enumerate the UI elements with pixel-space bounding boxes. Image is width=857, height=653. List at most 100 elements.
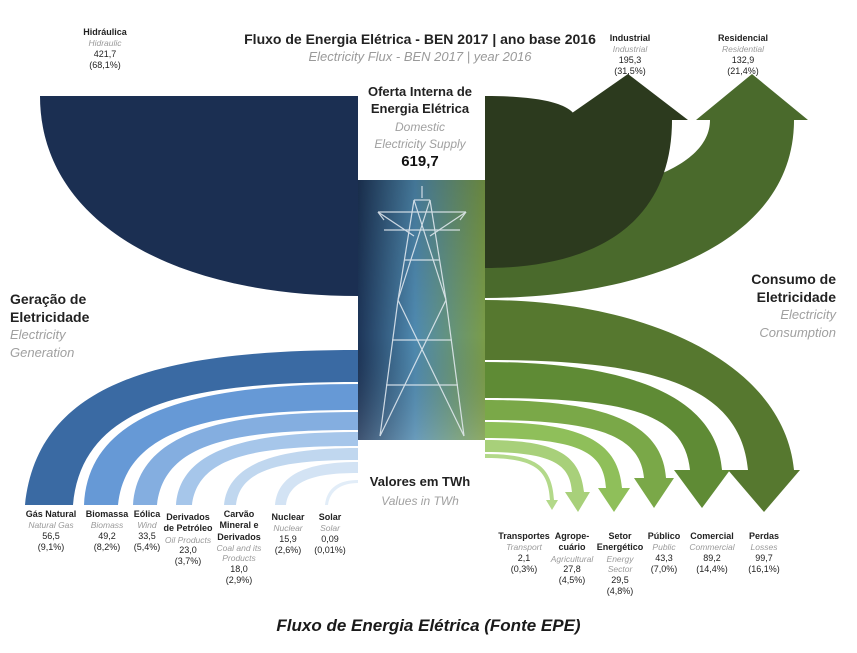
generation-subheading-line1: Electricity	[10, 327, 66, 342]
source-name-en: Solar	[320, 523, 340, 534]
chart-subtitle: Electricity Flux - BEN 2017 | year 2016	[308, 49, 532, 64]
flow-commercial	[485, 362, 730, 508]
generation-flows	[25, 96, 358, 505]
consumption-heading-line1: Consumo de	[751, 271, 836, 287]
flow-losses	[485, 300, 800, 512]
source-label-biomass: Biomassa Biomass 49,2 (8,2%)	[84, 509, 130, 553]
use-share: (4,5%)	[558, 575, 586, 586]
use-name-en: Agricultural	[550, 553, 594, 564]
center-total-value: 619,7	[401, 153, 439, 170]
source-name-en: Wind	[137, 520, 157, 531]
use-name-en: Residential	[721, 44, 765, 55]
source-label-gas: Gás Natural Natural Gas 56,5 (9,1%)	[20, 509, 82, 553]
source-name-en: Coal and its Products	[216, 542, 262, 564]
flow-public	[485, 400, 674, 508]
use-share: (0,3%)	[510, 564, 538, 575]
flow-agricultural	[485, 440, 590, 512]
source-share: (9,1%)	[37, 542, 65, 553]
use-name-en: Industrial	[612, 44, 648, 55]
use-name-en: Public	[652, 542, 676, 553]
source-value: 0,09	[321, 533, 339, 544]
source-name: Solar	[318, 512, 342, 522]
source-value: 49,2	[98, 530, 116, 541]
use-label-residential: Residencial Residential 132,9 (21,4%)	[708, 33, 778, 77]
use-name: Setor Energético	[596, 531, 644, 553]
flow-gas	[25, 350, 358, 505]
use-name-en: Energy Sector	[606, 553, 634, 575]
source-label-wind: Eólica Wind 33,5 (5,4%)	[130, 509, 164, 553]
source-share: (5,4%)	[133, 542, 161, 553]
use-name-en: Commercial	[689, 542, 735, 553]
use-value: 43,3	[655, 552, 673, 563]
units-label: Valores em TWh	[369, 474, 471, 489]
use-value: 29,5	[611, 574, 629, 585]
use-label-commercial: Comercial Commercial 89,2 (14,4%)	[684, 531, 740, 575]
source-value: 23,0	[179, 545, 197, 556]
center-title-line2: Energia Elétrica	[370, 101, 470, 116]
use-name: Industrial	[609, 33, 651, 43]
generation-subheading-line2: Generation	[10, 345, 75, 360]
use-value: 27,8	[563, 564, 581, 575]
consumption-heading-line2: Eletricidade	[756, 289, 836, 305]
source-value: 421,7	[93, 48, 117, 59]
use-name: Público	[647, 531, 681, 541]
generation-heading-line1: Geração de	[10, 291, 87, 307]
flow-biomass	[84, 384, 358, 505]
use-label-industrial: Industrial Industrial 195,3 (31,5%)	[598, 33, 662, 77]
flow-energy-sector	[485, 422, 630, 512]
source-share: (3,7%)	[174, 556, 202, 567]
use-label-agricultural: Agrope-cuário Agricultural 27,8 (4,5%)	[550, 531, 594, 587]
source-label-oil: Derivados de Petróleo Oil Products 23,0 …	[162, 512, 214, 568]
flow-industrial	[485, 74, 688, 268]
use-value: 99,7	[755, 552, 773, 563]
use-name: Agrope-cuário	[554, 531, 590, 553]
use-label-losses: Perdas Losses 99,7 (16,1%)	[740, 531, 788, 575]
source-name: Derivados de Petróleo	[163, 512, 213, 534]
source-share: (2,9%)	[225, 575, 253, 586]
source-value: 56,5	[42, 530, 60, 541]
use-share: (16,1%)	[748, 564, 780, 575]
flow-transport	[485, 454, 558, 510]
consumption-subheading-line1: Electricity	[780, 307, 836, 322]
use-name: Residencial	[717, 33, 769, 43]
flow-coal	[224, 448, 358, 505]
use-share: (4,8%)	[606, 586, 634, 596]
source-share: (8,2%)	[93, 542, 121, 553]
center-subtitle-line1: Domestic	[394, 120, 445, 134]
flow-nuclear	[275, 462, 358, 505]
flow-wind	[133, 412, 358, 505]
use-value: 89,2	[703, 552, 721, 563]
generation-heading-line2: Eletricidade	[10, 309, 90, 325]
use-label-transport: Transportes Transport 2,1 (0,3%)	[498, 531, 550, 575]
use-value: 195,3	[618, 54, 642, 65]
source-name: Hidráulica	[83, 27, 127, 37]
figure-caption: Fluxo de Energia Elétrica (Fonte EPE)	[276, 616, 581, 635]
use-share: (21,4%)	[727, 66, 759, 77]
flow-oil	[176, 432, 358, 505]
use-share: (14,4%)	[696, 564, 728, 575]
source-name-en: Nuclear	[273, 523, 303, 534]
source-name-en: Hidraulic	[88, 38, 122, 49]
source-name: Carvão Mineral e Derivados	[217, 509, 261, 542]
source-name-en: Biomass	[90, 520, 124, 531]
use-share: (31,5%)	[614, 66, 646, 77]
use-name: Perdas	[748, 531, 780, 541]
transmission-tower-icon	[377, 186, 467, 437]
source-value: 18,0	[230, 564, 248, 574]
source-name: Gás Natural	[25, 509, 77, 519]
source-share: (68,1%)	[89, 60, 121, 71]
units-sublabel: Values in TWh	[381, 494, 459, 508]
use-name: Comercial	[690, 531, 734, 541]
tower-panel	[358, 180, 485, 440]
source-share: (2,6%)	[274, 545, 302, 556]
chart-title: Fluxo de Energia Elétrica - BEN 2017 | a…	[244, 31, 596, 47]
source-name: Eólica	[133, 509, 161, 519]
source-name: Nuclear	[271, 512, 305, 522]
center-title-line1: Oferta Interna de	[367, 84, 473, 99]
source-value: 15,9	[279, 533, 297, 544]
use-label-energy-sector: Setor Energético Energy Sector 29,5 (4,8…	[596, 531, 644, 597]
source-label-hydro: Hidráulica Hidraulic 421,7 (68,1%)	[70, 27, 140, 71]
source-label-nuclear: Nuclear Nuclear 15,9 (2,6%)	[266, 512, 310, 556]
flow-solar	[325, 480, 358, 505]
